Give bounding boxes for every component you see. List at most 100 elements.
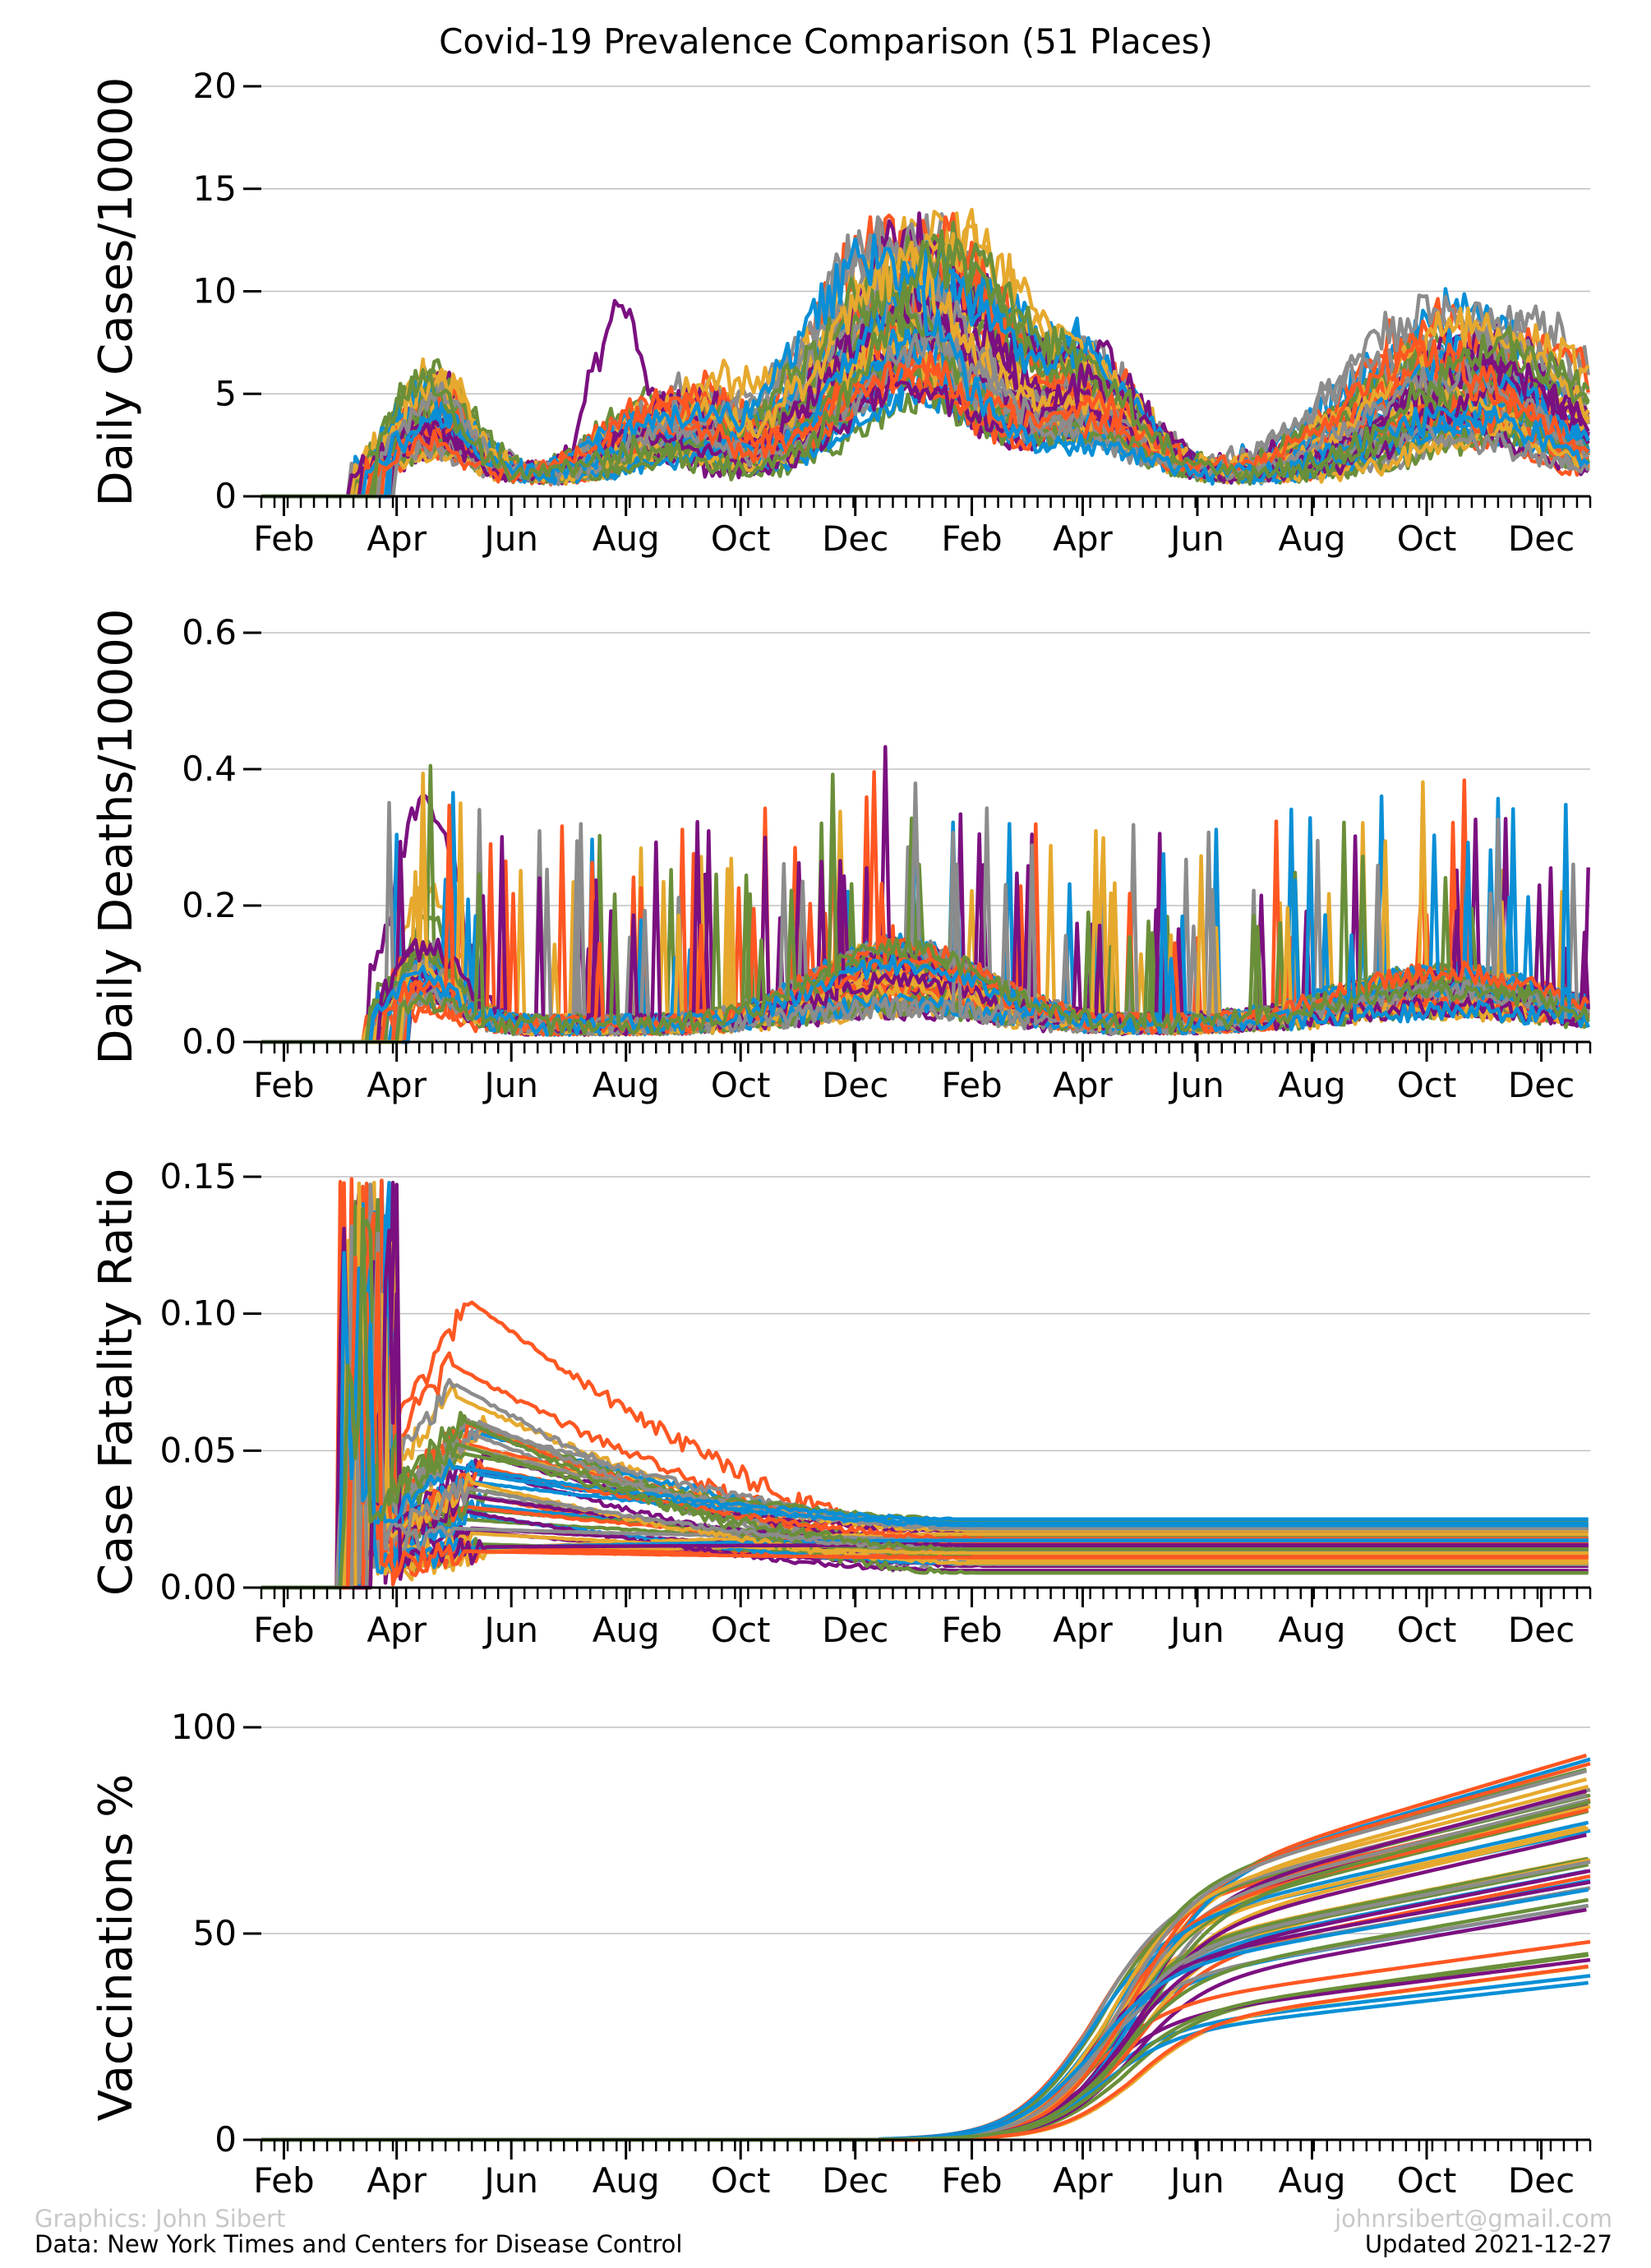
- x-tick-label: Feb: [253, 519, 314, 559]
- x-tick-label: Dec: [822, 2160, 888, 2201]
- series-line: [261, 1206, 1589, 1590]
- series-line: [261, 228, 1590, 499]
- y-tick-label: 10: [193, 271, 237, 311]
- series-line: [261, 1777, 1587, 2142]
- series-line: [261, 1754, 1588, 2142]
- series-line: [261, 1204, 1589, 1590]
- x-tick-label: Oct: [1397, 519, 1457, 559]
- y-tick-label: 0.00: [159, 1567, 237, 1607]
- series-group: [261, 744, 1590, 1044]
- updated-text: Updated 2021-12-27: [1365, 2230, 1612, 2258]
- series-line: [261, 1903, 1589, 2142]
- y-tick-label: 0.2: [182, 885, 237, 925]
- x-tick-label: Aug: [593, 1610, 660, 1650]
- series-line: [261, 1832, 1587, 2142]
- x-tick-label: Aug: [593, 2160, 660, 2201]
- x-tick-label: Apr: [367, 1610, 427, 1650]
- series-line: [261, 1874, 1591, 2142]
- series-line: [261, 1757, 1591, 2142]
- y-tick-label: 50: [193, 1913, 237, 1953]
- x-tick-label: Feb: [253, 2160, 314, 2201]
- y-tick-label: 5: [214, 373, 237, 413]
- chart-panel: 0.00 0.05 0.10 0.15 Case Fatality Ratio Feb Ap…: [90, 1156, 1592, 1650]
- y-tick-label: 100: [171, 1707, 237, 1747]
- series-line: [261, 1768, 1587, 2142]
- x-tick-label: Oct: [711, 519, 771, 559]
- x-tick-label: Jun: [482, 519, 538, 559]
- x-tick-label: Jun: [1168, 2160, 1224, 2201]
- series-line: [261, 1808, 1589, 2142]
- series-line: [261, 1957, 1591, 2142]
- x-tick-label: Feb: [941, 1610, 1002, 1650]
- x-tick-label: Aug: [1278, 519, 1345, 559]
- x-tick-label: Jun: [1168, 519, 1224, 559]
- x-tick-label: Dec: [1508, 519, 1575, 559]
- series-line: [261, 1293, 1589, 1590]
- x-tick-label: Jun: [482, 1065, 538, 1105]
- x-tick-label: Aug: [1278, 2160, 1345, 2201]
- series-line: [261, 1907, 1587, 2142]
- series-group: [261, 207, 1590, 499]
- x-tick-label: Aug: [593, 519, 660, 559]
- series-line: [261, 1862, 1587, 2142]
- y-tick-label: 0: [214, 2119, 237, 2160]
- x-tick-label: Apr: [367, 519, 427, 559]
- figure-title: Covid-19 Prevalence Comparison (51 Place…: [439, 21, 1213, 62]
- x-tick-label: Apr: [367, 2160, 427, 2201]
- x-tick-label: Jun: [482, 1610, 538, 1650]
- y-tick-label: 20: [193, 66, 237, 106]
- x-tick-label: Oct: [711, 2160, 771, 2201]
- x-tick-label: Feb: [941, 519, 1002, 559]
- x-tick-label: Oct: [1397, 2160, 1457, 2201]
- x-tick-label: Dec: [822, 519, 888, 559]
- x-tick-label: Apr: [1053, 1610, 1113, 1650]
- series-line: [261, 1939, 1591, 2142]
- series-line: [261, 1251, 1589, 1590]
- x-tick-label: Dec: [1508, 1610, 1575, 1650]
- chart-panel: 0 5 10 15 20 Daily Cases/10000 Feb Apr Jun Aug Oct…: [90, 66, 1592, 559]
- x-tick-label: Aug: [593, 1065, 660, 1105]
- x-tick-label: Dec: [822, 1065, 888, 1105]
- credit-text: Graphics: John Sibert: [35, 2205, 285, 2233]
- y-tick-label: 0.10: [159, 1293, 237, 1334]
- y-axis-label: Vaccinations %: [90, 1774, 143, 2122]
- series-group: [261, 1177, 1589, 1590]
- series-line: [261, 1181, 1589, 1590]
- x-tick-label: Jun: [1168, 1065, 1224, 1105]
- x-tick-label: Oct: [1397, 1065, 1457, 1105]
- x-tick-label: Oct: [711, 1610, 771, 1650]
- x-tick-label: Dec: [1508, 1065, 1575, 1105]
- source-text: Data: New York Times and Centers for Dis…: [35, 2230, 682, 2258]
- y-axis-label: Daily Cases/10000: [90, 77, 143, 507]
- series-line: [261, 1888, 1589, 2142]
- series-line: [261, 1880, 1591, 2142]
- x-tick-label: Oct: [1397, 1610, 1457, 1650]
- x-tick-label: Dec: [822, 1610, 888, 1650]
- y-tick-label: 0.0: [182, 1021, 237, 1062]
- series-line: [261, 1897, 1589, 2142]
- x-tick-label: Jun: [1168, 1610, 1224, 1650]
- x-tick-label: Feb: [941, 1065, 1002, 1105]
- x-tick-label: Feb: [941, 2160, 1002, 2201]
- y-tick-label: 0.15: [159, 1156, 237, 1196]
- y-tick-label: 0.6: [182, 612, 237, 652]
- x-tick-label: Apr: [1053, 2160, 1113, 2201]
- x-tick-label: Aug: [1278, 1065, 1345, 1105]
- x-tick-label: Aug: [1278, 1610, 1345, 1650]
- series-line: [261, 1974, 1591, 2142]
- x-tick-label: Dec: [1508, 2160, 1575, 2201]
- x-tick-label: Apr: [1053, 519, 1113, 559]
- x-tick-label: Oct: [711, 1065, 771, 1105]
- x-tick-label: Feb: [253, 1065, 314, 1105]
- series-line: [261, 1952, 1589, 2142]
- series-line: [261, 1228, 1589, 1590]
- series-line: [261, 1980, 1589, 2142]
- y-tick-label: 15: [193, 168, 237, 209]
- series-line: [261, 1903, 1589, 2142]
- chart-panels: 0 5 10 15 20 Daily Cases/10000 Feb Apr Jun Aug Oct…: [90, 66, 1592, 2201]
- series-line: [261, 1964, 1589, 2142]
- series-line: [261, 1784, 1589, 2142]
- series-line: [261, 1789, 1588, 2142]
- y-tick-label: 0: [214, 476, 237, 516]
